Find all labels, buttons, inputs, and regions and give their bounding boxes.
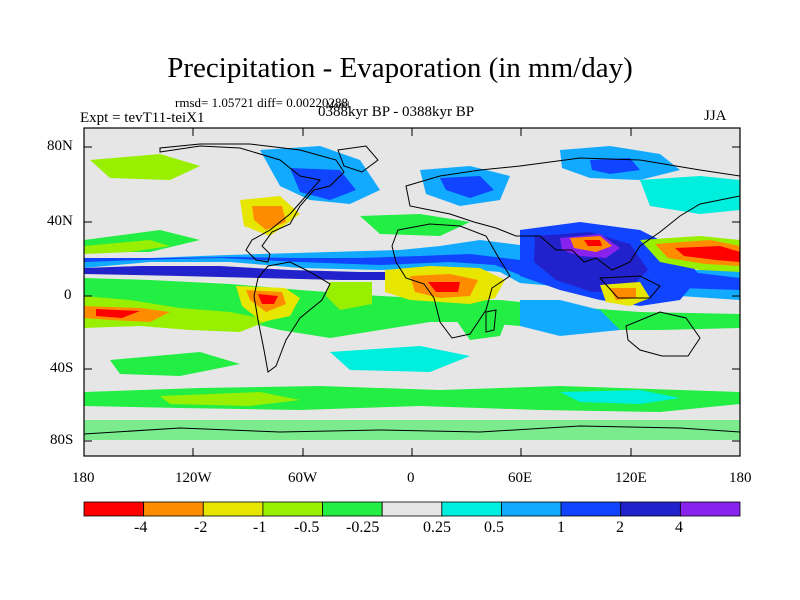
colorbar-label-9: 2: [616, 519, 624, 536]
lon-label-180w: 180: [72, 470, 95, 486]
lon-ticks: [83, 128, 741, 456]
colorbar-label-2: -2: [194, 519, 208, 536]
lat-label-80n: 80N: [47, 138, 73, 154]
outline-africa: [391, 223, 511, 339]
lon-label-0: 0: [407, 470, 415, 486]
lon-label-60e: 60E: [508, 470, 533, 486]
lat-label-40s: 40S: [50, 360, 74, 376]
colorbar-label-8: 1: [557, 519, 565, 536]
outline-australia: [625, 311, 701, 357]
colorbar-label-7: 0.5: [484, 519, 504, 536]
field-green-south-pacific: [110, 352, 240, 376]
field-antarctic-coast: [84, 420, 740, 440]
field-layer: [84, 128, 740, 456]
field-lime-nepacific: [84, 240, 170, 254]
field-green-alaska: [90, 154, 200, 180]
field-red-africa: [428, 282, 460, 292]
lat-label-80s: 80S: [50, 432, 74, 448]
outline-north-america: [159, 143, 345, 263]
colorbar-box-11: [679, 501, 741, 517]
experiment-label: Expt = tevT11-teiX1: [80, 110, 205, 126]
outline-south-america: [253, 261, 331, 373]
field-darkblue-europe: [440, 176, 494, 198]
page-title: Precipitation - Evaporation (in mm/day): [167, 52, 633, 84]
colorbar-box-7: [441, 501, 502, 517]
stats-text: rmsd= 1.05721 diff= 0.00220288: [175, 95, 348, 110]
colorbar-box-2: [143, 501, 204, 517]
lat-ticks: [84, 146, 740, 442]
field-darkblue-siberia: [590, 158, 640, 174]
field-red-samerica: [258, 294, 278, 304]
colorbar-label-10: 4: [675, 519, 683, 536]
colorbar-box-10: [620, 501, 681, 517]
lon-label-60w: 60W: [288, 470, 318, 486]
outline-indonesia: [598, 275, 661, 299]
lon-label-180e: 180: [729, 470, 752, 486]
outline-greenland: [337, 145, 379, 173]
period-label: 0388kyr BP - 0388kyr BP: [318, 104, 475, 120]
colorbar-label-1: -4: [134, 519, 148, 536]
field-lightgreen-sw: [84, 296, 270, 332]
lat-label-40n: 40N: [47, 213, 73, 229]
field-green-madagascar: [456, 306, 510, 340]
colorbar-box-9: [560, 501, 622, 517]
colorbar-label-5: -0.25: [346, 519, 380, 536]
lon-label-120w: 120W: [175, 470, 212, 486]
field-green-atlantic: [326, 282, 372, 310]
continent-outlines: [84, 143, 740, 435]
colorbar-box-3: [202, 501, 264, 517]
season-label: JJA: [704, 108, 727, 124]
outline-madagascar: [485, 309, 497, 333]
lon-label-120e: 120E: [615, 470, 647, 486]
field-cyan-npacific: [640, 176, 740, 214]
colorbar-box-5: [322, 501, 383, 517]
field-cyan-southern-ocean: [560, 390, 680, 404]
field-blue-indian-south: [520, 300, 620, 336]
outline-antarctica: [84, 425, 740, 435]
field-red-india: [584, 240, 602, 246]
colorbar-box-4: [262, 501, 323, 517]
colorbar-label-6: 0.25: [423, 519, 451, 536]
colorbar-box-8: [501, 501, 562, 517]
field-lime-southern-ocean: [160, 392, 300, 406]
colorbar-label-4: -0.5: [294, 519, 320, 536]
colorbar-label-3: -1: [253, 519, 267, 536]
colorbar-box-1: [83, 501, 145, 517]
lat-label-0: 0: [64, 287, 72, 303]
field-green-mediterranean: [360, 214, 470, 236]
overprint-text: Model: [326, 100, 350, 110]
colorbar-box-6: [381, 501, 443, 517]
field-red-sw: [96, 309, 140, 318]
field-cyan-south-atlantic: [330, 346, 470, 372]
outline-eurasia: [405, 157, 740, 271]
colorbar: [83, 501, 741, 517]
field-red-npacific: [675, 246, 740, 262]
